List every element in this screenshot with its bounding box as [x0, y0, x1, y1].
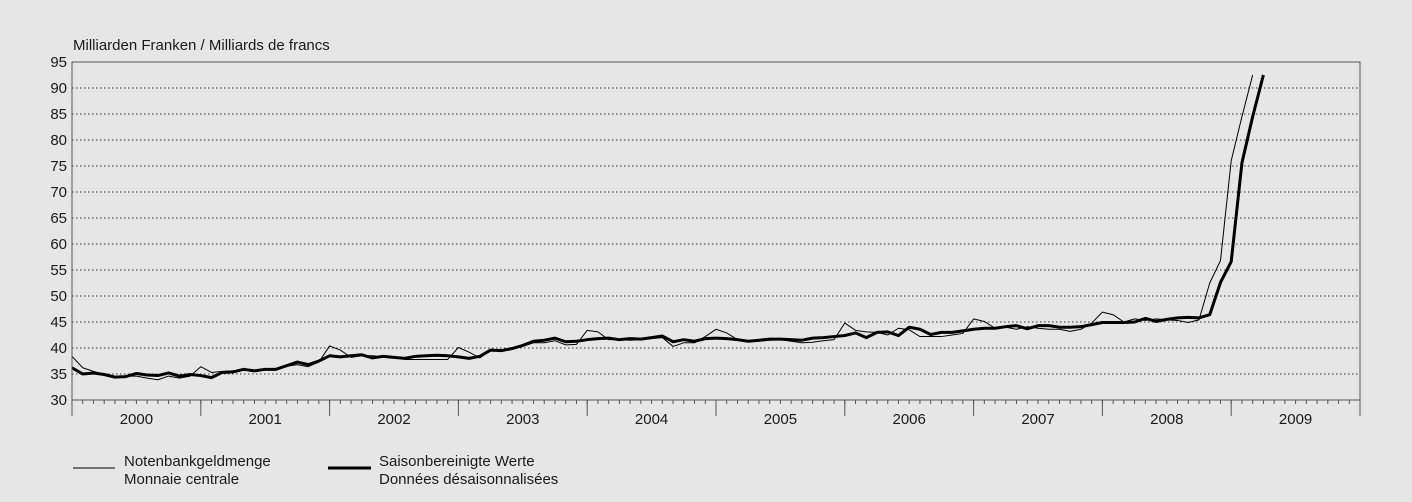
y-tick-label: 95 [50, 54, 67, 71]
y-tick-label: 60 [50, 236, 67, 253]
y-tick-label: 90 [50, 80, 67, 97]
legend-label-series2-line2: Données désaisonnalisées [379, 471, 558, 488]
plot-lines [71, 74, 1265, 381]
y-tick-label: 50 [50, 288, 67, 305]
x-tick-label: 2005 [764, 411, 797, 428]
y-tick-label: 40 [50, 340, 67, 357]
y-tick-label: 85 [50, 106, 67, 123]
x-axis: 2000 2001 2002 2003 2004 2005 2006 2007 2008 2009 [71, 400, 1361, 428]
x-tick-label: 2002 [377, 411, 410, 428]
x-tick-label: 2004 [635, 411, 668, 428]
legend-label-series1-line1: Notenbankgeldmenge [124, 453, 271, 470]
x-tick-label: 2003 [506, 411, 539, 428]
y-tick-label: 70 [50, 184, 67, 201]
x-tick-label: 2008 [1150, 411, 1183, 428]
x-tick-label: 2007 [1021, 411, 1054, 428]
x-tick-label: 2000 [120, 411, 153, 428]
y-axis-tick-labels: 30 35 40 45 50 55 60 65 70 75 80 85 90 95 [50, 54, 67, 409]
y-tick-label: 55 [50, 262, 67, 279]
legend: Notenbankgeldmenge Monnaie centrale Sais… [73, 453, 558, 488]
y-tick-label: 35 [50, 366, 67, 383]
x-tick-label: 2009 [1279, 411, 1312, 428]
legend-label-series1-line2: Monnaie centrale [124, 471, 239, 488]
series-line-2 [71, 74, 1265, 380]
y-tick-label: 45 [50, 314, 67, 331]
x-tick-label: 2006 [893, 411, 926, 428]
grid-lines [72, 87, 1360, 375]
y-tick-label: 65 [50, 210, 67, 227]
x-tick-label: 2001 [249, 411, 282, 428]
legend-label-series2-line1: Saisonbereinigte Werte [379, 453, 535, 470]
y-tick-label: 30 [50, 392, 67, 409]
y-tick-label: 80 [50, 132, 67, 149]
y-axis-title: Milliarden Franken / Milliards de francs [73, 37, 330, 54]
plot-frame [71, 61, 1361, 401]
y-tick-label: 75 [50, 158, 67, 175]
